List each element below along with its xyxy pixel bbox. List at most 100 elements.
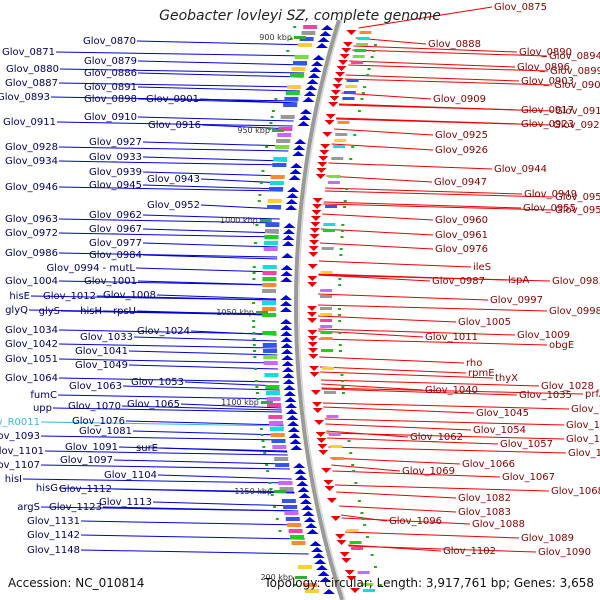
reverse-callout-line — [323, 201, 522, 209]
scale-tick-bar — [271, 129, 284, 132]
outer-tick — [343, 206, 347, 208]
forward-callout-line — [128, 350, 278, 356]
reverse-gene-arrow — [307, 342, 318, 347]
forward-gene-label-glov-0898: Glov_0898 — [84, 94, 137, 105]
reverse-gene-label-iles: ileS — [473, 262, 491, 273]
outer-tick — [293, 584, 297, 586]
outer-tick — [366, 536, 370, 538]
reverse-gene-label-glov-0903: Glov_0903 — [521, 76, 574, 87]
reverse-feature-box — [335, 133, 348, 136]
reverse-gene-label-glov-1028: Glov_1028 — [541, 381, 594, 392]
outer-tick — [347, 440, 351, 442]
forward-feature-box — [262, 307, 277, 311]
reverse-gene-arrow — [312, 198, 323, 203]
forward-gene-arrow — [285, 403, 298, 408]
reverse-gene-label-glov-1054: Glov_1054 — [473, 425, 526, 436]
forward-gene-label-glov-1064: Glov_1064 — [5, 373, 58, 384]
forward-feature-box — [287, 85, 302, 89]
forward-callout-line — [113, 459, 290, 465]
forward-feature-box — [297, 43, 312, 47]
forward-feature-box — [265, 223, 280, 227]
forward-gene-arrow — [306, 79, 319, 84]
reverse-callout-line — [352, 49, 548, 57]
forward-gene-arrow — [282, 373, 295, 378]
forward-feature-box — [303, 25, 318, 29]
reverse-callout-line — [320, 379, 540, 387]
reverse-gene-label-glov-0925: Glov_0925 — [435, 130, 488, 141]
forward-gene-label-glov-1076: Glov_1076 — [72, 416, 125, 427]
forward-feature-box — [275, 145, 290, 149]
forward-feature-box — [265, 391, 280, 395]
outer-tick — [265, 146, 269, 148]
forward-gene-arrow — [298, 493, 311, 498]
outer-tick — [254, 242, 258, 244]
outer-tick — [265, 464, 269, 466]
forward-feature-box — [291, 67, 306, 71]
reverse-gene-arrow — [342, 42, 353, 47]
reverse-callout-line — [331, 464, 401, 472]
forward-gene-label-fumc: fumC — [30, 390, 57, 401]
forward-feature-box — [262, 331, 277, 335]
forward-gene-arrow — [281, 349, 294, 354]
forward-gene-arrow — [306, 529, 319, 534]
forward-feature-box — [288, 529, 303, 533]
reverse-gene-label-glov-1062: Glov_1062 — [410, 432, 463, 443]
reverse-gene-arrow — [309, 240, 320, 245]
reverse-callout-line — [348, 64, 549, 72]
forward-callout-line — [142, 228, 279, 234]
reverse-callout-line — [318, 274, 431, 282]
reverse-gene-arrow — [322, 132, 333, 137]
forward-gene-label-glov-1065: Glov_1065 — [127, 399, 180, 410]
forward-gene-label-glov-1024: Glov_1024 — [137, 326, 190, 337]
outer-tick — [341, 224, 345, 226]
reverse-callout-line — [319, 356, 465, 364]
outer-tick — [262, 446, 266, 448]
scale-label-900-kbp: 900 kbp — [259, 33, 292, 42]
reverse-gene-arrow — [330, 516, 341, 521]
forward-gene-arrow — [286, 415, 299, 420]
forward-gene-label-glov-1107: Glov_1107 — [0, 460, 40, 471]
forward-gene-label-glov-0994-mutl: Glov_0994 - mutL — [46, 263, 135, 274]
reverse-feature-box — [357, 37, 370, 40]
forward-gene-label-glov-1070: Glov_1070 — [68, 401, 121, 412]
forward-feature-box — [293, 61, 308, 65]
outer-tick — [354, 482, 358, 484]
forward-gene-arrow — [287, 187, 300, 192]
forward-callout-line — [44, 450, 288, 456]
forward-feature-box — [281, 499, 296, 503]
forward-feature-box — [304, 589, 319, 593]
reverse-gene-arrow — [333, 78, 344, 83]
forward-gene-label-glov-0893: Glov_0893 — [0, 92, 50, 103]
forward-gene-arrow — [282, 379, 295, 384]
forward-feature-box — [262, 271, 277, 275]
forward-gene-arrow — [285, 409, 298, 414]
forward-feature-box — [284, 97, 299, 101]
outer-tick — [256, 398, 260, 400]
scale-label-1100-kbp: 1100 kbp — [221, 398, 259, 407]
forward-gene-arrow — [302, 511, 315, 516]
reverse-gene-label-lspa: lspA — [508, 275, 529, 286]
reverse-gene-arrow — [338, 60, 349, 65]
forward-feature-box — [263, 247, 278, 251]
forward-feature-box — [268, 415, 283, 419]
reverse-gene-arrow — [307, 312, 318, 317]
forward-callout-line — [125, 420, 284, 426]
label-callouts — [22, 6, 584, 555]
reverse-gene-arrow — [318, 156, 329, 161]
outer-tick — [254, 368, 258, 370]
reverse-gene-arrow — [335, 72, 346, 77]
reverse-feature-box — [321, 349, 334, 352]
reverse-gene-label-rho: rho — [466, 358, 482, 369]
forward-gene-label-glov-1001: Glov_1001 — [84, 276, 137, 287]
reverse-feature-box — [326, 415, 339, 418]
outer-tick — [340, 374, 344, 376]
outer-tick — [253, 350, 257, 352]
forward-callout-line — [142, 141, 290, 147]
outer-tick — [338, 278, 342, 280]
reverse-gene-label-glov-1050: Glov_1050 — [566, 434, 600, 445]
forward-callout-line — [58, 160, 287, 166]
outer-tick — [338, 308, 342, 310]
reverse-feature-box — [331, 157, 344, 160]
outer-tick — [269, 488, 273, 490]
reverse-gene-arrow — [310, 222, 321, 227]
